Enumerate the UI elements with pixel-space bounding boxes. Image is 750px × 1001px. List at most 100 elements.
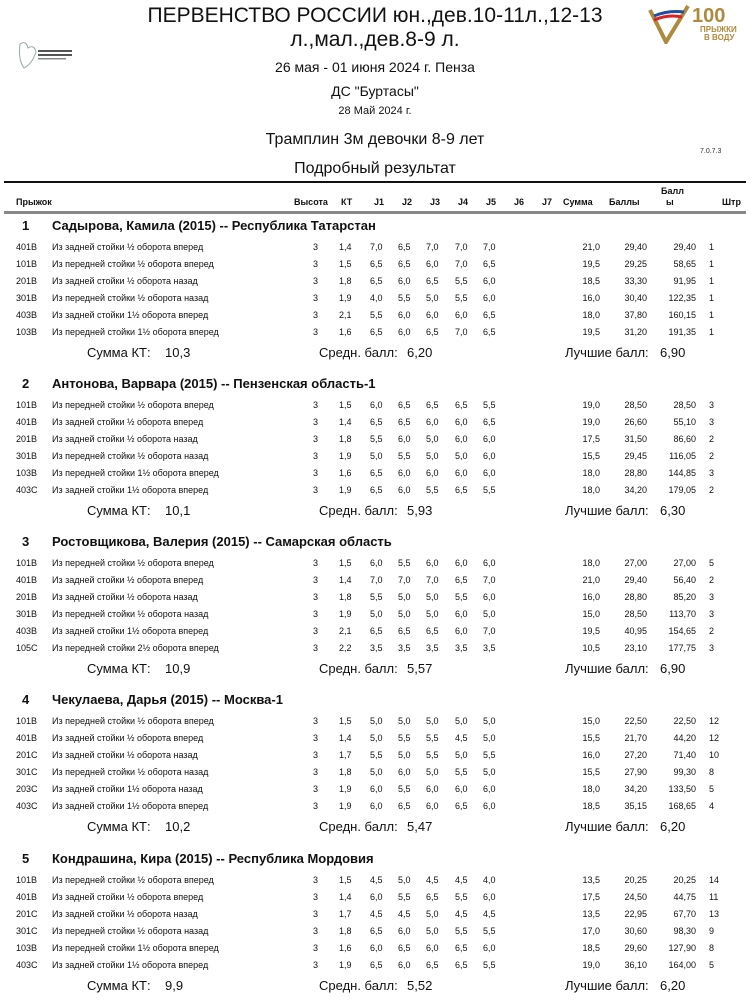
dive-sum: 21,0 (582, 574, 600, 585)
dive-code: 101B (16, 716, 38, 726)
dive-height: 3 (313, 891, 319, 902)
athlete-place: 1 (22, 218, 30, 233)
dive-row: 301B Из передней стойки ½ оборота назад 3 1… (0, 293, 750, 309)
title-line-1: ПЕРВЕНСТВО РОССИИ юн.,дев.10-11л.,12-13 (147, 4, 603, 27)
judge-score-2: 6,5 (398, 416, 411, 427)
judge-score-1: 6,0 (370, 800, 383, 811)
dive-points: 31,50 (624, 433, 647, 444)
judge-score-3: 5,0 (426, 716, 439, 726)
dive-code: 201B (16, 433, 38, 444)
dive-description: Из задней стойки 1½ оборота вперед (52, 959, 209, 970)
sum-dd-label: Сумма КТ: (87, 978, 151, 994)
judge-score-1: 5,5 (370, 591, 383, 602)
dive-row: 103B Из передней стойки 1½ оборота вперед… (0, 327, 750, 343)
judge-score-2: 5,5 (398, 450, 411, 461)
dive-total: 116,05 (669, 450, 696, 461)
judge-score-5: 5,0 (483, 732, 496, 743)
judge-score-1: 4,0 (370, 292, 383, 303)
judge-score-1: 7,0 (370, 242, 383, 252)
dive-total: 99,30 (673, 766, 696, 777)
dive-row: 401B Из задней стойки ½ оборота вперед 3 1,… (0, 417, 750, 433)
dive-height: 3 (313, 749, 319, 760)
judge-score-1: 6,5 (370, 326, 383, 337)
judge-score-3: 3,5 (426, 642, 439, 653)
dive-height: 3 (313, 625, 319, 636)
judge-score-2: 3,5 (398, 642, 411, 653)
dive-total: 164,00 (668, 959, 696, 970)
dive-total: 27,00 (673, 558, 696, 568)
judge-score-4: 6,0 (455, 433, 468, 444)
dive-row: 401B Из задней стойки ½ оборота вперед 3 1,… (0, 733, 750, 749)
dive-rank: 14 (709, 875, 720, 885)
dive-total: 67,70 (673, 908, 696, 919)
dive-sum: 19,0 (582, 959, 600, 970)
dive-rank: 1 (709, 242, 715, 252)
report-type: Подробный результат (294, 160, 456, 177)
dive-height: 3 (313, 258, 319, 269)
dive-row: 401B Из задней стойки ½ оборота вперед 3 1,… (0, 242, 750, 258)
dive-sum: 15,5 (582, 732, 600, 743)
dive-dd: 1,5 (339, 875, 352, 885)
dive-total: 86,60 (673, 433, 696, 444)
judge-score-3: 6,0 (426, 800, 439, 811)
svg-text:В ВОДУ: В ВОДУ (704, 33, 735, 42)
judge-score-3: 6,0 (426, 416, 439, 427)
judge-score-1: 3,5 (370, 642, 383, 653)
judge-score-4: 4,5 (455, 732, 468, 743)
judge-score-4: 3,5 (455, 642, 468, 653)
judge-score-5: 5,5 (483, 925, 496, 936)
dive-code: 103B (16, 326, 38, 337)
dates-place: 26 мая - 01 июня 2024 г. Пенза (275, 59, 475, 75)
dive-total: 28,50 (673, 400, 696, 410)
judge-score-3: 6,0 (426, 783, 439, 794)
judge-score-1: 6,0 (370, 400, 383, 410)
judge-score-2: 6,0 (398, 925, 411, 936)
judge-score-5: 6,5 (483, 416, 496, 427)
judge-score-3: 5,0 (426, 766, 439, 777)
judge-score-1: 6,5 (370, 925, 383, 936)
sum-dd-label: Сумма КТ: (87, 819, 151, 835)
dive-points: 27,90 (624, 766, 647, 777)
judge-score-3: 6,5 (426, 400, 439, 410)
judge-score-2: 5,0 (398, 716, 411, 726)
dive-dd: 1,7 (339, 908, 352, 919)
judge-score-5: 6,0 (483, 783, 496, 794)
dive-sum: 19,5 (582, 326, 600, 337)
dive-sum: 19,0 (582, 416, 600, 427)
dive-dd: 1,4 (339, 574, 352, 585)
dive-rank: 2 (709, 574, 715, 585)
dive-row: 301B Из передней стойки ½ оборота назад 3 1… (0, 451, 750, 467)
dive-code: 101B (16, 558, 38, 568)
dive-row: 101B Из передней стойки ½ оборота вперед 3… (0, 558, 750, 574)
col-j3: J3 (430, 197, 441, 207)
judge-score-4: 6,0 (455, 558, 468, 568)
dive-sum: 13,5 (582, 875, 600, 885)
judge-score-4: 6,5 (455, 400, 468, 410)
best-value: 6,20 (660, 978, 686, 994)
dive-points: 22,50 (624, 716, 647, 726)
judge-score-5: 6,5 (483, 309, 496, 320)
dive-height: 3 (313, 766, 319, 777)
dive-description: Из передней стойки 1½ оборота вперед (52, 326, 219, 337)
dive-height: 3 (313, 800, 319, 811)
judge-score-2: 5,5 (398, 891, 411, 902)
dive-height: 3 (313, 450, 319, 461)
dive-height: 3 (313, 275, 319, 286)
judge-score-3: 6,5 (426, 275, 439, 286)
best-value: 6,90 (660, 345, 686, 361)
dive-rank: 2 (709, 450, 715, 461)
column-header-divider (4, 211, 746, 214)
judge-score-1: 6,5 (370, 484, 383, 495)
dive-sum: 17,5 (582, 433, 600, 444)
dive-code: 401B (16, 891, 38, 902)
dive-description: Из передней стойки ½ оборота назад (52, 608, 209, 619)
dive-rank: 2 (709, 484, 715, 495)
best-label: Лучшие балл: (565, 661, 649, 677)
athlete-block: 2 Антонова, Варвара (2015) -- Пензенская … (0, 376, 750, 526)
judge-score-2: 4,5 (398, 908, 411, 919)
dive-points: 23,10 (624, 642, 647, 653)
dive-description: Из задней стойки ½ оборота вперед (52, 574, 204, 585)
judge-score-3: 6,0 (426, 309, 439, 320)
dive-dd: 2,2 (339, 642, 352, 653)
athlete-place: 4 (22, 692, 30, 707)
